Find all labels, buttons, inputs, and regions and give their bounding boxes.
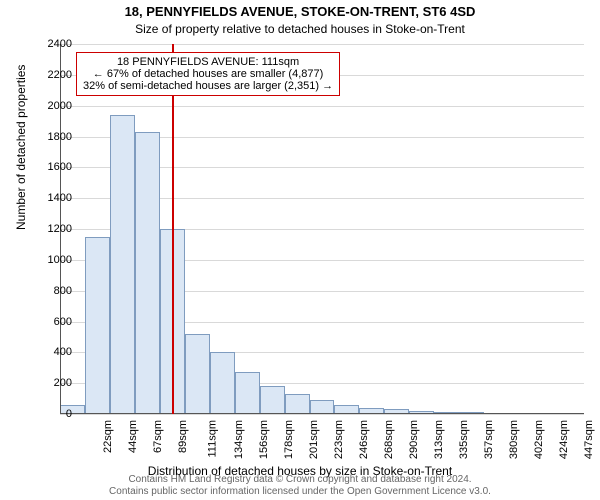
footer-line2: Contains public sector information licen…: [0, 486, 600, 498]
gridline: [60, 44, 584, 45]
x-tick-label: 380sqm: [508, 420, 520, 459]
histogram-bar: [85, 237, 110, 414]
x-tick-label: 223sqm: [333, 420, 345, 459]
x-tick-label: 402sqm: [533, 420, 545, 459]
y-tick-label: 2000: [48, 100, 72, 112]
gridline: [60, 414, 584, 415]
y-tick-label: 1000: [48, 254, 72, 266]
footer-attribution: Contains HM Land Registry data © Crown c…: [0, 474, 600, 497]
x-tick-label: 89sqm: [177, 420, 189, 453]
y-tick-label: 1600: [48, 161, 72, 173]
y-tick-label: 1200: [48, 223, 72, 235]
x-tick-label: 246sqm: [358, 420, 370, 459]
chart-title-line1: 18, PENNYFIELDS AVENUE, STOKE-ON-TRENT, …: [0, 4, 600, 19]
x-tick-label: 156sqm: [258, 420, 270, 459]
annotation-line: 32% of semi-detached houses are larger (…: [83, 80, 333, 92]
histogram-bar: [135, 132, 160, 414]
y-tick-label: 1800: [48, 131, 72, 143]
chart-container: 18, PENNYFIELDS AVENUE, STOKE-ON-TRENT, …: [0, 0, 600, 500]
x-tick-label: 424sqm: [558, 420, 570, 459]
reference-marker-line: [172, 44, 174, 414]
y-axis-label: Number of detached properties: [14, 65, 28, 230]
x-axis-line: [60, 413, 584, 414]
x-tick-label: 22sqm: [103, 420, 115, 453]
histogram-bar: [285, 394, 310, 414]
x-tick-label: 67sqm: [152, 420, 164, 453]
annotation-box: 18 PENNYFIELDS AVENUE: 111sqm← 67% of de…: [76, 52, 340, 96]
x-tick-label: 201sqm: [308, 420, 320, 459]
y-tick-label: 2400: [48, 38, 72, 50]
histogram-bar: [210, 352, 235, 414]
x-tick-label: 44sqm: [127, 420, 139, 453]
histogram-bar: [235, 372, 260, 414]
x-tick-label: 178sqm: [283, 420, 295, 459]
y-tick-label: 1400: [48, 192, 72, 204]
x-tick-label: 134sqm: [233, 420, 245, 459]
footer-line1: Contains HM Land Registry data © Crown c…: [0, 474, 600, 486]
gridline: [60, 106, 584, 107]
y-tick-label: 2200: [48, 69, 72, 81]
annotation-line: 18 PENNYFIELDS AVENUE: 111sqm: [83, 56, 333, 68]
histogram-bar: [310, 400, 335, 414]
y-tick-label: 400: [54, 346, 72, 358]
plot-area: [60, 44, 584, 414]
y-tick-label: 0: [66, 408, 72, 420]
y-tick-label: 200: [54, 377, 72, 389]
histogram-bar: [260, 386, 285, 414]
x-tick-label: 357sqm: [483, 420, 495, 459]
x-tick-label: 447sqm: [583, 420, 595, 459]
histogram-bar: [110, 115, 135, 414]
x-tick-label: 313sqm: [433, 420, 445, 459]
y-tick-label: 600: [54, 316, 72, 328]
y-tick-label: 800: [54, 285, 72, 297]
x-tick-label: 335sqm: [458, 420, 470, 459]
x-tick-label: 111sqm: [207, 420, 219, 458]
x-tick-label: 290sqm: [408, 420, 420, 459]
annotation-line: ← 67% of detached houses are smaller (4,…: [83, 68, 333, 80]
chart-title-line2: Size of property relative to detached ho…: [0, 22, 600, 36]
histogram-bar: [185, 334, 210, 414]
x-tick-label: 268sqm: [383, 420, 395, 459]
